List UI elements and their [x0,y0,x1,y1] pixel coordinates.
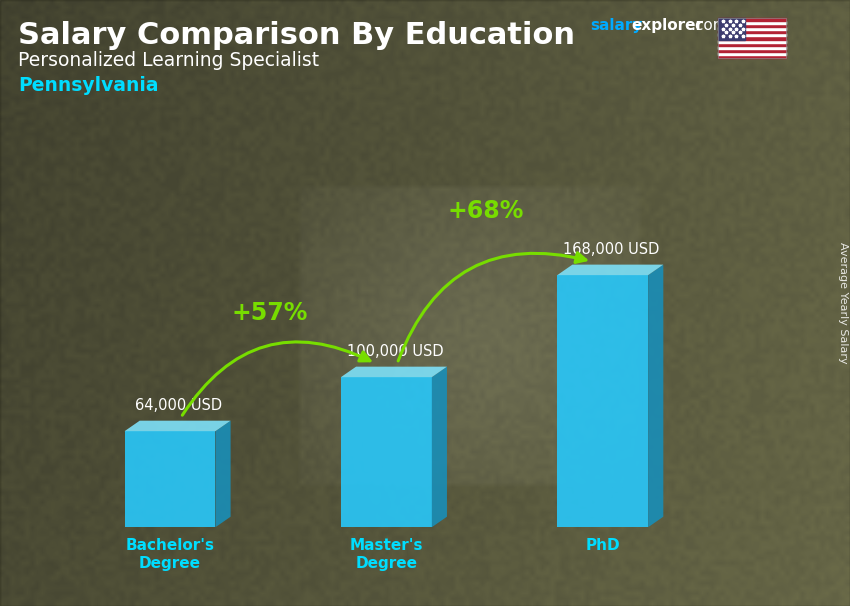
Bar [718,45,786,48]
Bar [718,48,786,52]
Polygon shape [558,275,649,527]
Polygon shape [215,421,230,527]
Text: +68%: +68% [448,199,524,223]
Bar [718,36,786,39]
Bar [718,18,786,58]
Text: explorer: explorer [631,18,703,33]
Text: 100,000 USD: 100,000 USD [347,344,444,359]
Bar [718,39,786,42]
Text: Average Yearly Salary: Average Yearly Salary [838,242,848,364]
Text: 168,000 USD: 168,000 USD [564,242,660,257]
Bar [718,18,786,21]
Bar [718,30,786,33]
Polygon shape [125,431,215,527]
Text: Personalized Learning Specialist: Personalized Learning Specialist [18,51,319,70]
Text: .com: .com [690,18,728,33]
Bar [718,55,786,58]
Polygon shape [432,367,447,527]
Bar [718,21,786,24]
Bar [718,27,786,30]
Polygon shape [125,421,230,431]
Bar [718,18,745,39]
Text: +57%: +57% [231,301,308,325]
Polygon shape [341,377,432,527]
Bar [718,52,786,55]
Bar [718,33,786,36]
Text: Pennsylvania: Pennsylvania [18,76,158,95]
Bar [718,42,786,45]
Polygon shape [341,367,447,377]
Polygon shape [558,265,663,275]
Polygon shape [649,265,663,527]
Bar [718,24,786,27]
Text: Salary Comparison By Education: Salary Comparison By Education [18,21,575,50]
Text: 64,000 USD: 64,000 USD [135,398,222,413]
Text: salary: salary [590,18,643,33]
